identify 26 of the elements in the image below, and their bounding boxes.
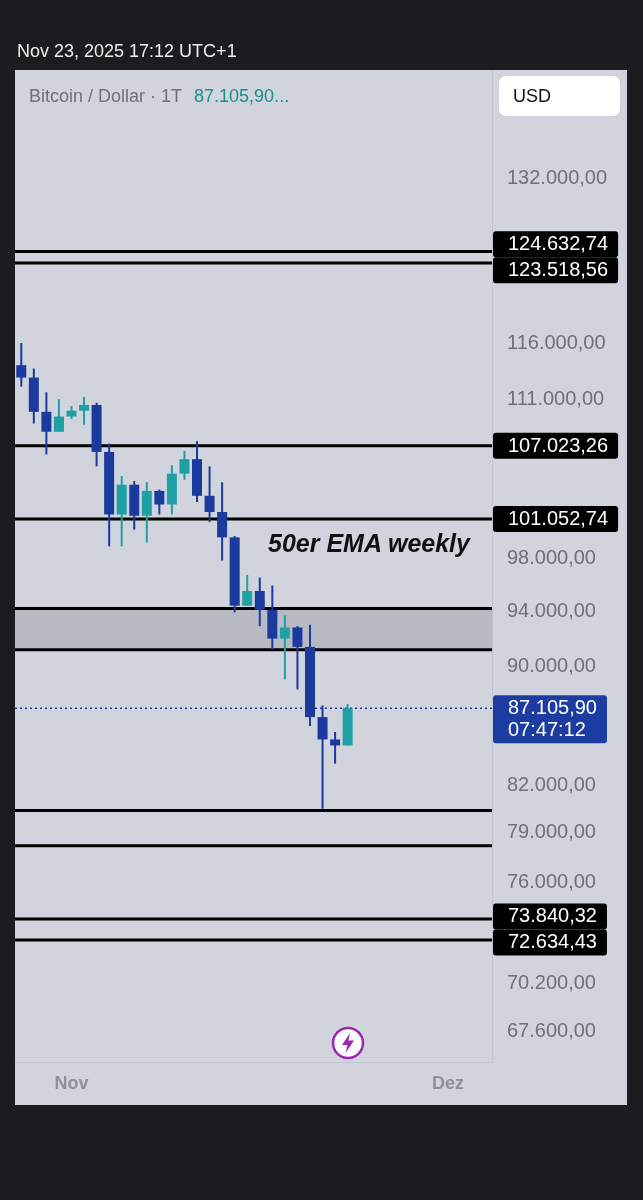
annotation: 50er EMA weekly — [268, 528, 470, 558]
ref-line-label: 124.632,74 — [508, 232, 609, 255]
y-tick-label: 82.000,00 — [507, 772, 596, 795]
text: Bitcoin / Dollar · 1T — [29, 86, 183, 106]
ref-line-label: 87.105,90 — [508, 696, 597, 719]
y-tick-label: 90.000,00 — [507, 654, 596, 677]
x-tick-label: Nov — [54, 1072, 89, 1093]
y-tick-label: 79.000,00 — [507, 820, 596, 843]
y-tick-label: 132.000,00 — [507, 165, 608, 188]
y-tick-label: 98.000,00 — [507, 545, 596, 568]
ref-line-label: 123.518,56 — [508, 258, 609, 281]
y-tick-label: 116.000,00 — [507, 330, 606, 353]
ref-line-label: 107.023,26 — [508, 433, 609, 456]
y-tick-label: 67.600,00 — [507, 1018, 596, 1041]
ref-line-label: 72.634,43 — [508, 930, 597, 953]
x-tick-label: Dez — [432, 1072, 465, 1093]
ref-line-label: 101.052,74 — [508, 506, 609, 529]
text: 07:47:12 — [508, 718, 586, 741]
y-tick-label: 94.000,00 — [507, 598, 596, 621]
y-tick-label: 76.000,00 — [507, 869, 596, 892]
currency-button[interactable]: USD — [499, 76, 620, 116]
y-tick-label: 70.200,00 — [507, 970, 596, 993]
ref-line-label: 73.840,32 — [508, 904, 597, 927]
y-tick-label: 111.000,00 — [507, 386, 605, 409]
text: Nov 23, 2025 17:12 UTC+1 — [17, 41, 237, 62]
annotation: 87.105,90... — [194, 86, 290, 106]
